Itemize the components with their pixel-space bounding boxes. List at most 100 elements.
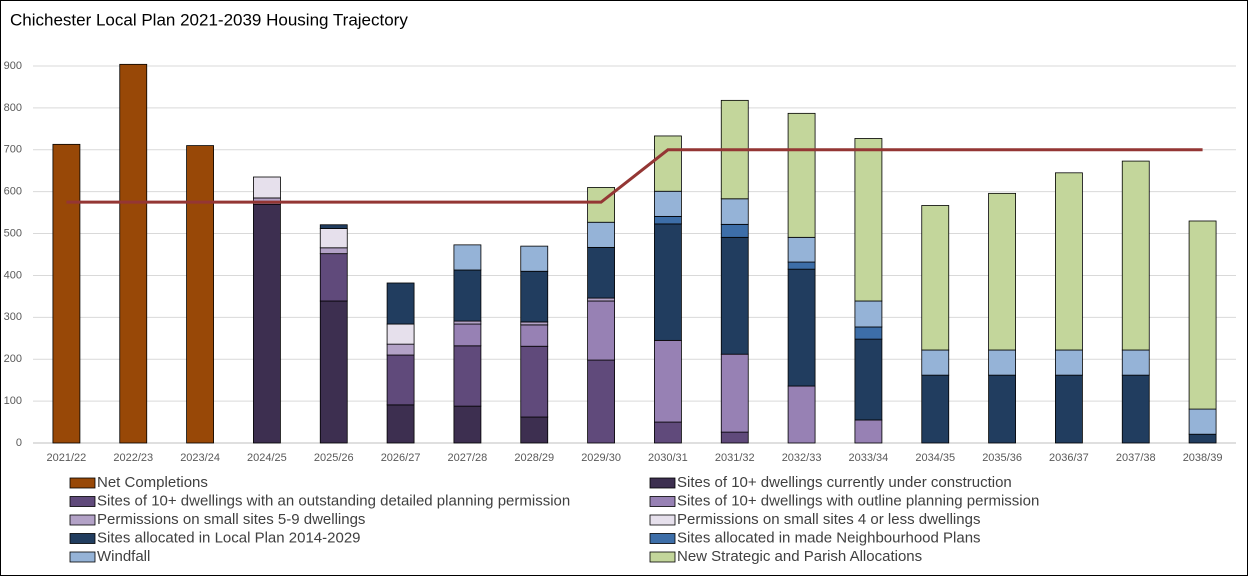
- bar-segment: [654, 421, 682, 444]
- x-tick-label: 2029/30: [581, 452, 621, 464]
- x-tick-label: 2034/35: [915, 452, 955, 464]
- bar-segment: [787, 236, 816, 263]
- x-tick-label: 2032/33: [782, 452, 822, 464]
- bar-segment: [453, 320, 482, 325]
- legend-label: Sites allocated in made Neighbourhood Pl…: [677, 529, 981, 546]
- bar-segment: [520, 270, 549, 323]
- x-tick-label: 2038/39: [1183, 452, 1223, 464]
- bar-segment: [1188, 408, 1217, 435]
- bar-segment: [854, 300, 883, 328]
- bar-segment: [587, 359, 615, 444]
- bar-segment: [587, 300, 615, 361]
- legend-label: Net Completions: [97, 474, 208, 491]
- legend-label: Windfall: [97, 548, 150, 565]
- legend-label: Sites of 10+ dwellings with an outstandi…: [97, 492, 570, 509]
- bar-segment: [654, 215, 682, 225]
- bar-segment: [720, 353, 749, 433]
- x-tick-label: 2033/34: [849, 452, 889, 464]
- x-tick-label: 2028/29: [514, 452, 554, 464]
- bar-segment: [787, 261, 816, 270]
- legend-swatch: [649, 533, 676, 544]
- x-tick-label: 2024/25: [247, 452, 287, 464]
- legend-swatch: [649, 551, 676, 563]
- legend-swatch: [69, 477, 96, 489]
- bar-segment: [1121, 349, 1150, 376]
- y-tick-label: 900: [4, 60, 22, 72]
- bar-segment: [787, 268, 816, 387]
- y-tick-label: 500: [4, 227, 22, 239]
- bar-segment: [253, 203, 281, 444]
- bar-segment: [1188, 220, 1217, 410]
- x-tick-label: 2023/24: [180, 452, 220, 464]
- bar-segment: [520, 324, 549, 347]
- bar-segment: [988, 192, 1016, 351]
- bar-segment: [988, 349, 1016, 376]
- bar-segment: [520, 245, 549, 272]
- bar-segment: [654, 135, 682, 192]
- bar-segment: [453, 345, 482, 407]
- bar-segment: [1121, 160, 1150, 351]
- x-tick-label: 2026/27: [381, 452, 421, 464]
- legend-label: New Strategic and Parish Allocations: [677, 548, 922, 565]
- legend-label: Sites of 10+ dwellings with outline plan…: [677, 492, 1039, 509]
- bar-segment: [386, 343, 415, 356]
- bar-segment: [854, 419, 883, 444]
- bar-segment: [386, 323, 415, 345]
- y-tick-label: 700: [4, 144, 22, 156]
- y-tick-label: 600: [4, 186, 22, 198]
- chart-title: Chichester Local Plan 2021-2039 Housing …: [10, 10, 408, 29]
- bar-segment: [453, 405, 482, 444]
- bar-segment: [253, 176, 281, 199]
- y-tick-label: 200: [4, 353, 22, 365]
- legend-swatch: [649, 514, 676, 526]
- x-tick-label: 2022/23: [113, 452, 153, 464]
- bar-segment: [453, 269, 482, 322]
- legend-label: Sites allocated in Local Plan 2014-2029: [97, 529, 361, 546]
- legend-swatch: [69, 514, 96, 526]
- bar-segment: [854, 338, 883, 421]
- bar-segment: [587, 221, 615, 248]
- bar-segment: [787, 112, 816, 238]
- bar-segment: [921, 374, 950, 444]
- x-tick-label: 2035/36: [982, 452, 1022, 464]
- bar-segment: [319, 247, 348, 255]
- y-tick-label: 800: [4, 102, 22, 114]
- bar-segment: [854, 326, 883, 340]
- x-tick-label: 2031/32: [715, 452, 755, 464]
- legend-swatch: [649, 496, 676, 507]
- bar-segment: [654, 223, 682, 341]
- bar-segment: [587, 297, 615, 302]
- bar-segment: [453, 244, 482, 271]
- bar-segment: [520, 345, 549, 418]
- bar-segment: [720, 223, 749, 238]
- bar-segment: [386, 404, 415, 444]
- bar-segment: [1055, 349, 1083, 376]
- bar-segment: [921, 205, 950, 351]
- bar-segment: [720, 431, 749, 444]
- bar-segment: [1121, 374, 1150, 444]
- bar-segment: [921, 349, 950, 376]
- bar-segment: [1055, 172, 1083, 351]
- bar-segment: [520, 416, 549, 444]
- bar-segment: [587, 187, 615, 223]
- bar-segment: [520, 321, 549, 326]
- x-tick-label: 2027/28: [448, 452, 488, 464]
- bar-segment: [319, 300, 348, 444]
- bar-segment: [720, 198, 749, 225]
- bar-segment: [854, 138, 883, 302]
- y-tick-label: 400: [4, 269, 22, 281]
- bar-segment: [1188, 433, 1217, 444]
- bar-segment: [319, 228, 348, 249]
- x-tick-label: 2037/38: [1116, 452, 1156, 464]
- bar-segment: [1055, 374, 1083, 444]
- bar-segment: [52, 143, 81, 444]
- bar-segment: [186, 145, 214, 444]
- target-line: [66, 148, 1203, 204]
- x-tick-label: 2021/22: [47, 452, 87, 464]
- bar-segment: [386, 282, 415, 325]
- legend-swatch: [69, 551, 96, 563]
- legend-swatch: [649, 477, 676, 489]
- y-tick-label: 100: [4, 395, 22, 407]
- bar-segment: [587, 246, 615, 299]
